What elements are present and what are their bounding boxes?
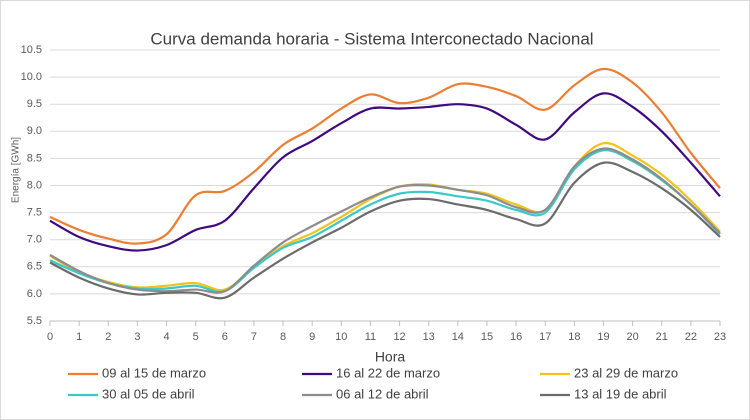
y-axis-title: Energía [GWh] [11, 137, 22, 203]
legend-label: 16 al 22 de marzo [336, 365, 440, 380]
x-tick-label: 1 [76, 331, 82, 343]
x-tick-label: 12 [393, 331, 405, 343]
series-line [49, 147, 721, 294]
x-tick-label: 20 [626, 331, 638, 343]
x-tick-label: 5 [193, 331, 199, 343]
x-tick-label: 21 [656, 331, 668, 343]
legend-label: 13 al 19 de abril [574, 386, 667, 401]
y-tick-label: 5.5 [27, 315, 42, 327]
legend-label: 23 al 29 de marzo [574, 365, 678, 380]
x-tick-label: 15 [481, 331, 493, 343]
y-tick-label: 8.0 [27, 179, 42, 191]
chart-title: Curva demanda horaria - Sistema Intercon… [150, 29, 593, 48]
series-line [49, 149, 721, 293]
y-tick-label: 8.5 [27, 152, 42, 164]
x-tick-label: 7 [251, 331, 257, 343]
x-tick-label: 11 [365, 331, 376, 343]
legend-label: 06 al 12 de abril [336, 386, 429, 401]
x-tick-label: 0 [47, 331, 53, 343]
series-line [49, 161, 721, 300]
legend-label: 30 al 05 de abril [102, 386, 195, 401]
x-tick-label: 4 [163, 331, 169, 343]
x-tick-label: 18 [568, 331, 580, 343]
x-tick-label: 16 [510, 331, 522, 343]
x-tick-label: 14 [452, 331, 464, 343]
y-tick-label: 6.5 [27, 261, 42, 273]
x-tick-label: 9 [309, 331, 315, 343]
y-tick-label: 9.5 [27, 98, 42, 110]
x-axis-title: Hora [375, 349, 406, 365]
y-tick-label: 6.0 [27, 288, 42, 300]
y-tick-label: 10.5 [21, 44, 42, 56]
x-tick-label: 23 [714, 331, 726, 343]
series-line [49, 92, 721, 252]
x-tick-label: 22 [685, 331, 697, 343]
y-tick-label: 10.0 [21, 71, 42, 83]
x-tick-label: 6 [222, 331, 228, 343]
x-tick-label: 19 [597, 331, 609, 343]
x-tick-label: 8 [280, 331, 286, 343]
y-tick-label: 7.5 [27, 207, 42, 219]
x-tick-label: 10 [335, 331, 347, 343]
legend-label: 09 al 15 de marzo [102, 365, 206, 380]
y-tick-label: 7.0 [27, 234, 42, 246]
x-tick-label: 17 [539, 331, 551, 343]
series-line [49, 67, 721, 245]
x-tick-label: 3 [134, 331, 140, 343]
x-tick-label: 2 [105, 331, 111, 343]
x-tick-label: 13 [423, 331, 435, 343]
y-tick-label: 9.0 [27, 125, 42, 137]
